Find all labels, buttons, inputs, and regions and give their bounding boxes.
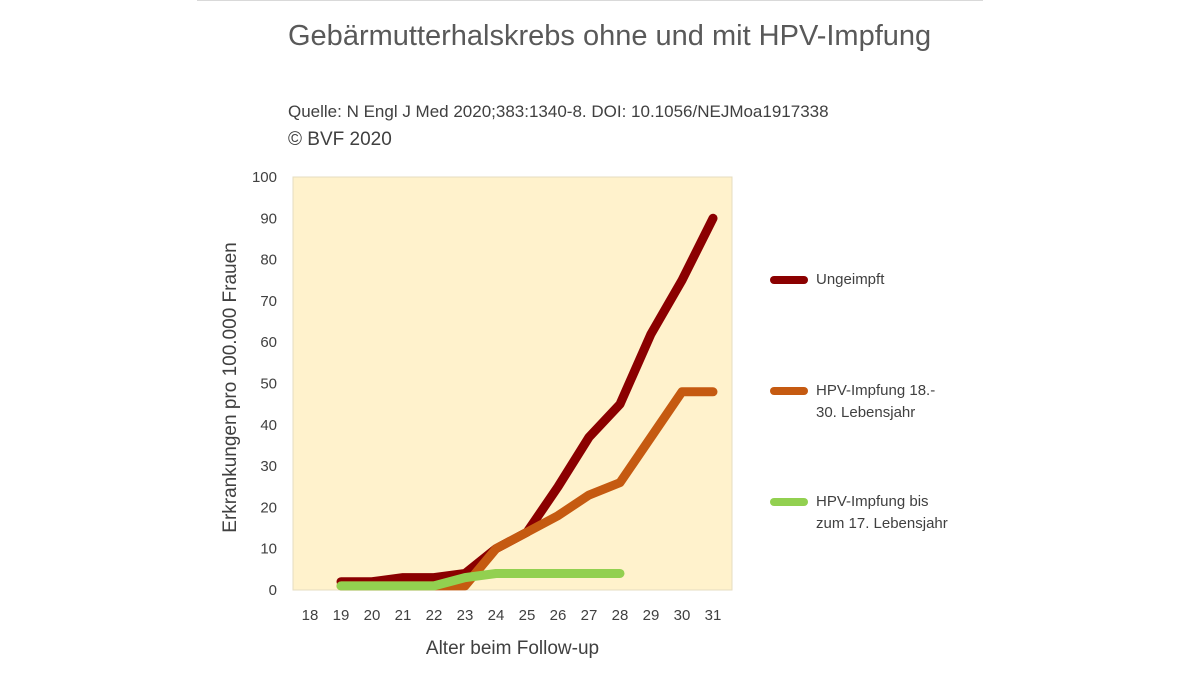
x-tick-label: 30 (674, 607, 691, 624)
x-tick-label: 18 (302, 607, 319, 624)
top-divider (197, 0, 983, 1)
x-tick-label: 19 (333, 607, 350, 624)
legend-label-hpv-bis-17: HPV-Impfung bis zum 17. Lebensjahr (816, 493, 948, 532)
y-tick-label: 0 (269, 582, 277, 599)
x-tick-label: 22 (426, 607, 443, 624)
y-axis-label: Erkrankungen pro 100.000 Frauen (220, 242, 241, 532)
y-axis-ticks: 0 10 20 30 40 50 60 70 80 90 100 (252, 169, 277, 599)
chart-source: Quelle: N Engl J Med 2020;383:1340-8. DO… (288, 102, 829, 121)
chart-title: Gebärmutterhalskrebs ohne und mit HPV-Im… (288, 20, 932, 52)
series-lines (336, 213, 718, 591)
y-tick-label: 30 (260, 458, 277, 475)
y-tick-label: 100 (252, 169, 277, 186)
legend-label-ungeimpft: Ungeimpft (816, 271, 885, 288)
legend-swatch-ungeimpft (770, 276, 808, 284)
y-tick-label: 80 (260, 252, 277, 269)
y-tick-label: 20 (260, 499, 277, 516)
x-tick-label: 23 (457, 607, 474, 624)
x-tick-label: 21 (395, 607, 412, 624)
x-tick-label: 28 (612, 607, 629, 624)
x-tick-label: 31 (705, 607, 722, 624)
x-tick-label: 27 (581, 607, 598, 624)
x-tick-label: 20 (364, 607, 381, 624)
series-line-2 (336, 568, 625, 591)
y-tick-label: 90 (260, 210, 277, 227)
x-axis-label: Alter beim Follow-up (426, 638, 599, 659)
x-axis-ticks: 18 19 20 21 22 23 24 25 26 27 28 29 30 31 (302, 607, 722, 624)
legend-swatch-hpv-18-30 (770, 387, 808, 395)
x-tick-label: 26 (550, 607, 567, 624)
legend-label-hpv-18-30: HPV-Impfung 18.- 30. Lebensjahr (816, 382, 936, 421)
chart-copyright: © BVF 2020 (288, 129, 392, 150)
legend-swatch-hpv-bis-17 (770, 498, 808, 506)
x-tick-label: 24 (488, 607, 505, 624)
y-tick-label: 50 (260, 376, 277, 393)
x-tick-label: 29 (643, 607, 660, 624)
y-tick-label: 10 (260, 541, 277, 558)
y-tick-label: 60 (260, 334, 277, 351)
x-tick-label: 25 (519, 607, 536, 624)
y-tick-label: 40 (260, 417, 277, 434)
plot-area (292, 176, 733, 591)
y-tick-label: 70 (260, 293, 277, 310)
